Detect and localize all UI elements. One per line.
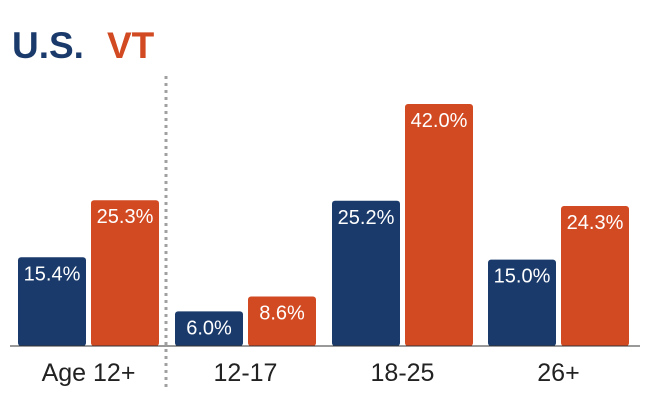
value-label-us-3: 15.0% — [494, 266, 551, 288]
value-label-vt-2: 42.0% — [411, 110, 468, 132]
value-label-vt-1: 8.6% — [259, 302, 305, 324]
category-label-1: 12-17 — [214, 359, 278, 387]
bars-group — [18, 104, 629, 346]
bar-us-2 — [332, 200, 400, 346]
value-label-vt-0: 25.3% — [97, 206, 154, 228]
value-label-vt-3: 24.3% — [567, 212, 624, 234]
bar-vt-2 — [405, 104, 473, 346]
value-label-us-0: 15.4% — [24, 263, 81, 285]
category-label-2: 18-25 — [371, 359, 435, 387]
category-label-3: 26+ — [537, 359, 579, 387]
legend-vt-label: VT — [107, 25, 155, 66]
bar-us-3 — [488, 259, 556, 346]
bar-vt-1 — [248, 296, 316, 346]
legend-us-label: U.S. — [12, 25, 84, 66]
bar-vt-3 — [561, 205, 629, 346]
value-label-us-2: 25.2% — [338, 207, 395, 229]
bar-us-0 — [18, 257, 86, 346]
bar-us-1 — [175, 311, 243, 346]
category-labels-group: Age 12+ 12-17 18-25 26+ — [42, 359, 580, 387]
value-label-us-1: 6.0% — [186, 317, 232, 339]
bar-vt-0 — [91, 200, 159, 346]
value-labels-group: 15.4% 25.3% 6.0% 8.6% 25.2% 42.0% 15.0% 24.3% — [24, 110, 624, 339]
category-label-0: Age 12+ — [42, 359, 136, 387]
legend: U.S. VT — [12, 25, 155, 66]
